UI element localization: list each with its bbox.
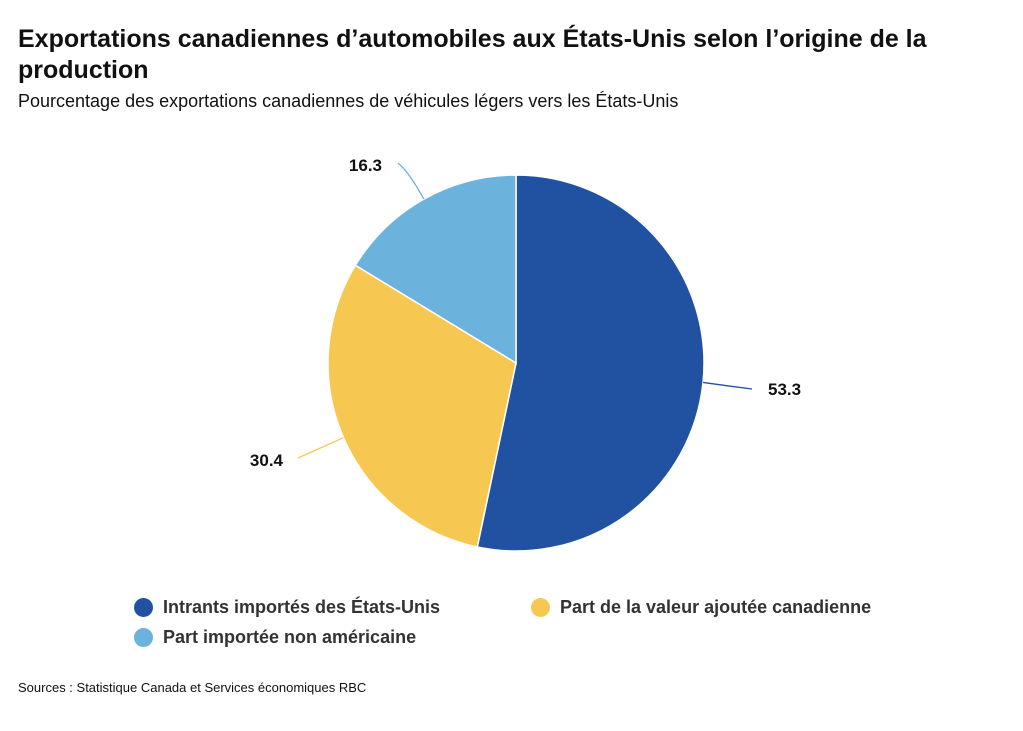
legend-item-intrants-us: Intrants importés des États-Unis [134,597,440,618]
leader-line-intrants-us [702,381,753,390]
data-label-valeur-canadienne: 30.4 [250,451,284,470]
legend-swatch-icon [531,598,550,617]
data-label-non-americaine: 16.3 [349,156,382,175]
legend-swatch-icon [134,628,153,647]
pie-chart: 53.3 30.4 16.3 [250,156,801,552]
legend-item-valeur-canadienne: Part de la valeur ajoutée canadienne [531,597,871,618]
pie-slice-valeur-canadienne [327,264,517,548]
source-note: Sources : Statistique Canada et Services… [18,680,367,695]
legend-swatch-icon [134,598,153,617]
legend-label: Part de la valeur ajoutée canadienne [560,597,872,617]
data-label-intrants-us: 53.3 [768,380,801,399]
chart-title: Exportations canadiennes d’automobiles a… [18,25,927,84]
chart-subtitle: Pourcentage des exportations canadiennes… [18,91,679,111]
legend-label: Part importée non américaine [163,627,417,647]
legend-item-non-americaine: Part importée non américaine [134,627,416,648]
leader-line-non-americaine [397,162,425,200]
legend-label: Intrants importés des États-Unis [163,597,441,617]
pie-slice-non-americaine [354,174,517,365]
leader-line-valeur-canadienne [297,437,344,459]
